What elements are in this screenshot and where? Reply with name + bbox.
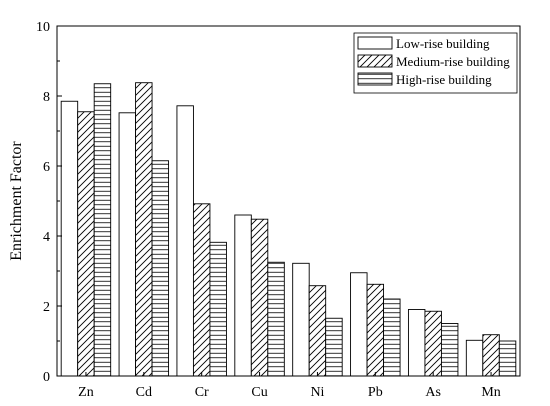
bar-mn-medium-rise bbox=[482, 334, 500, 377]
x-tick-label-mn: Mn bbox=[481, 385, 500, 400]
bar-cu-medium-rise bbox=[250, 218, 269, 377]
bar-ni-low-rise bbox=[292, 262, 310, 377]
legend-swatch bbox=[357, 54, 393, 68]
y-tick-label: 2 bbox=[43, 300, 50, 315]
bar-pb-low-rise bbox=[350, 272, 368, 377]
legend-label: High-rise building bbox=[396, 72, 492, 87]
y-axis: 0 2 4 6 8 10 bbox=[36, 20, 62, 385]
y-tick-label: 10 bbox=[36, 20, 50, 35]
y-tick-label: 6 bbox=[43, 160, 50, 175]
bar-as-high-rise bbox=[440, 323, 459, 377]
x-tick-label-as: As bbox=[425, 385, 441, 400]
x-tick-label-pb: Pb bbox=[368, 385, 383, 400]
bar-cr-low-rise bbox=[176, 105, 194, 377]
x-tick-label-zn: Zn bbox=[78, 385, 94, 400]
y-tick-label: 0 bbox=[43, 370, 50, 385]
bar-cr-medium-rise bbox=[192, 203, 211, 377]
bar-cu-high-rise bbox=[267, 261, 285, 377]
bar-cd-low-rise bbox=[118, 112, 137, 377]
x-tick-label-cr: Cr bbox=[195, 385, 209, 400]
bar-cd-medium-rise bbox=[135, 82, 153, 377]
bar-ni-high-rise bbox=[325, 317, 343, 377]
bar-ni-medium-rise bbox=[308, 285, 327, 377]
legend: Low-rise building Medium-rise building Hig… bbox=[353, 32, 518, 94]
x-tick-label-cu: Cu bbox=[251, 385, 267, 400]
legend-swatch bbox=[357, 36, 393, 50]
bar-mn-high-rise bbox=[498, 340, 517, 377]
bar-cr-high-rise bbox=[209, 241, 227, 377]
bar-cu-low-rise bbox=[234, 214, 252, 377]
bar-cd-high-rise bbox=[151, 160, 170, 377]
bar-zn-low-rise bbox=[60, 100, 79, 377]
y-tick-label: 8 bbox=[43, 90, 50, 105]
y-tick-label: 4 bbox=[43, 230, 50, 245]
legend-label: Low-rise building bbox=[396, 36, 490, 51]
bar-pb-medium-rise bbox=[366, 283, 385, 377]
x-tick-label-cd: Cd bbox=[136, 385, 152, 400]
legend-swatch bbox=[357, 72, 393, 86]
bar-mn-low-rise bbox=[465, 339, 484, 377]
bars-group bbox=[60, 82, 517, 377]
bar-as-low-rise bbox=[407, 309, 426, 377]
bar-as-medium-rise bbox=[424, 310, 442, 377]
bar-pb-high-rise bbox=[383, 298, 401, 377]
y-axis-label: Enrichment Factor bbox=[8, 141, 25, 261]
x-tick-label-ni: Ni bbox=[310, 385, 324, 400]
bar-zn-high-rise bbox=[93, 83, 112, 377]
legend-label: Medium-rise building bbox=[396, 54, 510, 69]
bar-zn-medium-rise bbox=[77, 111, 95, 377]
x-axis: Zn Cd Cr Cu Ni Pb As Mn bbox=[78, 372, 501, 400]
